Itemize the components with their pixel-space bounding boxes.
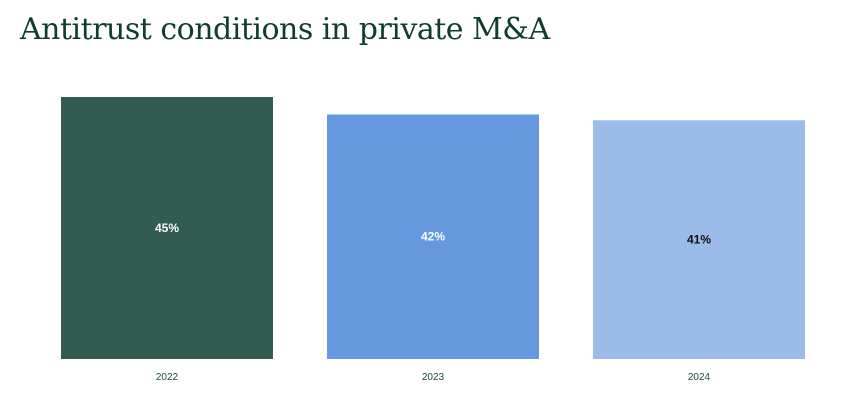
- x-tick-label-2024: 2024: [688, 372, 711, 383]
- chart-title: Antitrust conditions in private M&A: [20, 12, 550, 47]
- x-tick-label-2023: 2023: [422, 372, 445, 383]
- x-tick-label-2022: 2022: [156, 372, 179, 383]
- data-label-2022: 45%: [155, 221, 179, 235]
- bar-2022: [61, 97, 273, 359]
- bar-2024: [593, 120, 805, 360]
- data-label-2024: 41%: [687, 233, 711, 247]
- data-label-2023: 42%: [421, 230, 445, 244]
- bar-2023: [327, 114, 539, 359]
